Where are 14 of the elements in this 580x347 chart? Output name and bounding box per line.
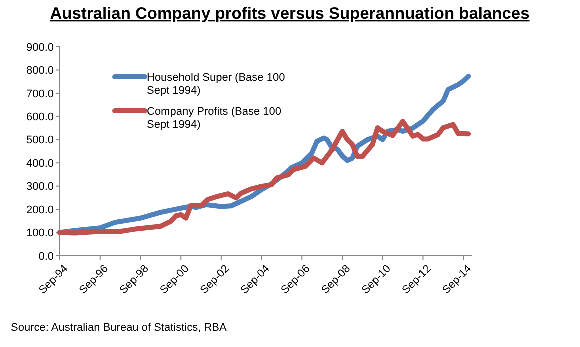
legend-label: Company Profits (Base 100 Sept 1994) — [147, 106, 282, 131]
y-tick-label: 200.0 — [26, 204, 54, 216]
legend-label: Household Super (Base 100 Sept 1994) — [147, 72, 286, 97]
source-note: Source: Australian Bureau of Statistics, RBA — [11, 322, 228, 334]
y-tick-label: 600.0 — [26, 112, 54, 124]
y-tick-label: 400.0 — [26, 158, 54, 170]
y-tick-label: 300.0 — [26, 181, 54, 194]
y-tick-label: 700.0 — [26, 88, 54, 100]
chart-title: Australian Company profits versus Superannuation balances — [50, 5, 530, 23]
y-tick-label: 800.0 — [26, 65, 54, 78]
y-tick-label: 0.0 — [38, 250, 54, 263]
y-tick-label: 100.0 — [26, 228, 54, 240]
y-tick-label: 500.0 — [26, 134, 54, 147]
y-tick-label: 900.0 — [26, 42, 54, 54]
